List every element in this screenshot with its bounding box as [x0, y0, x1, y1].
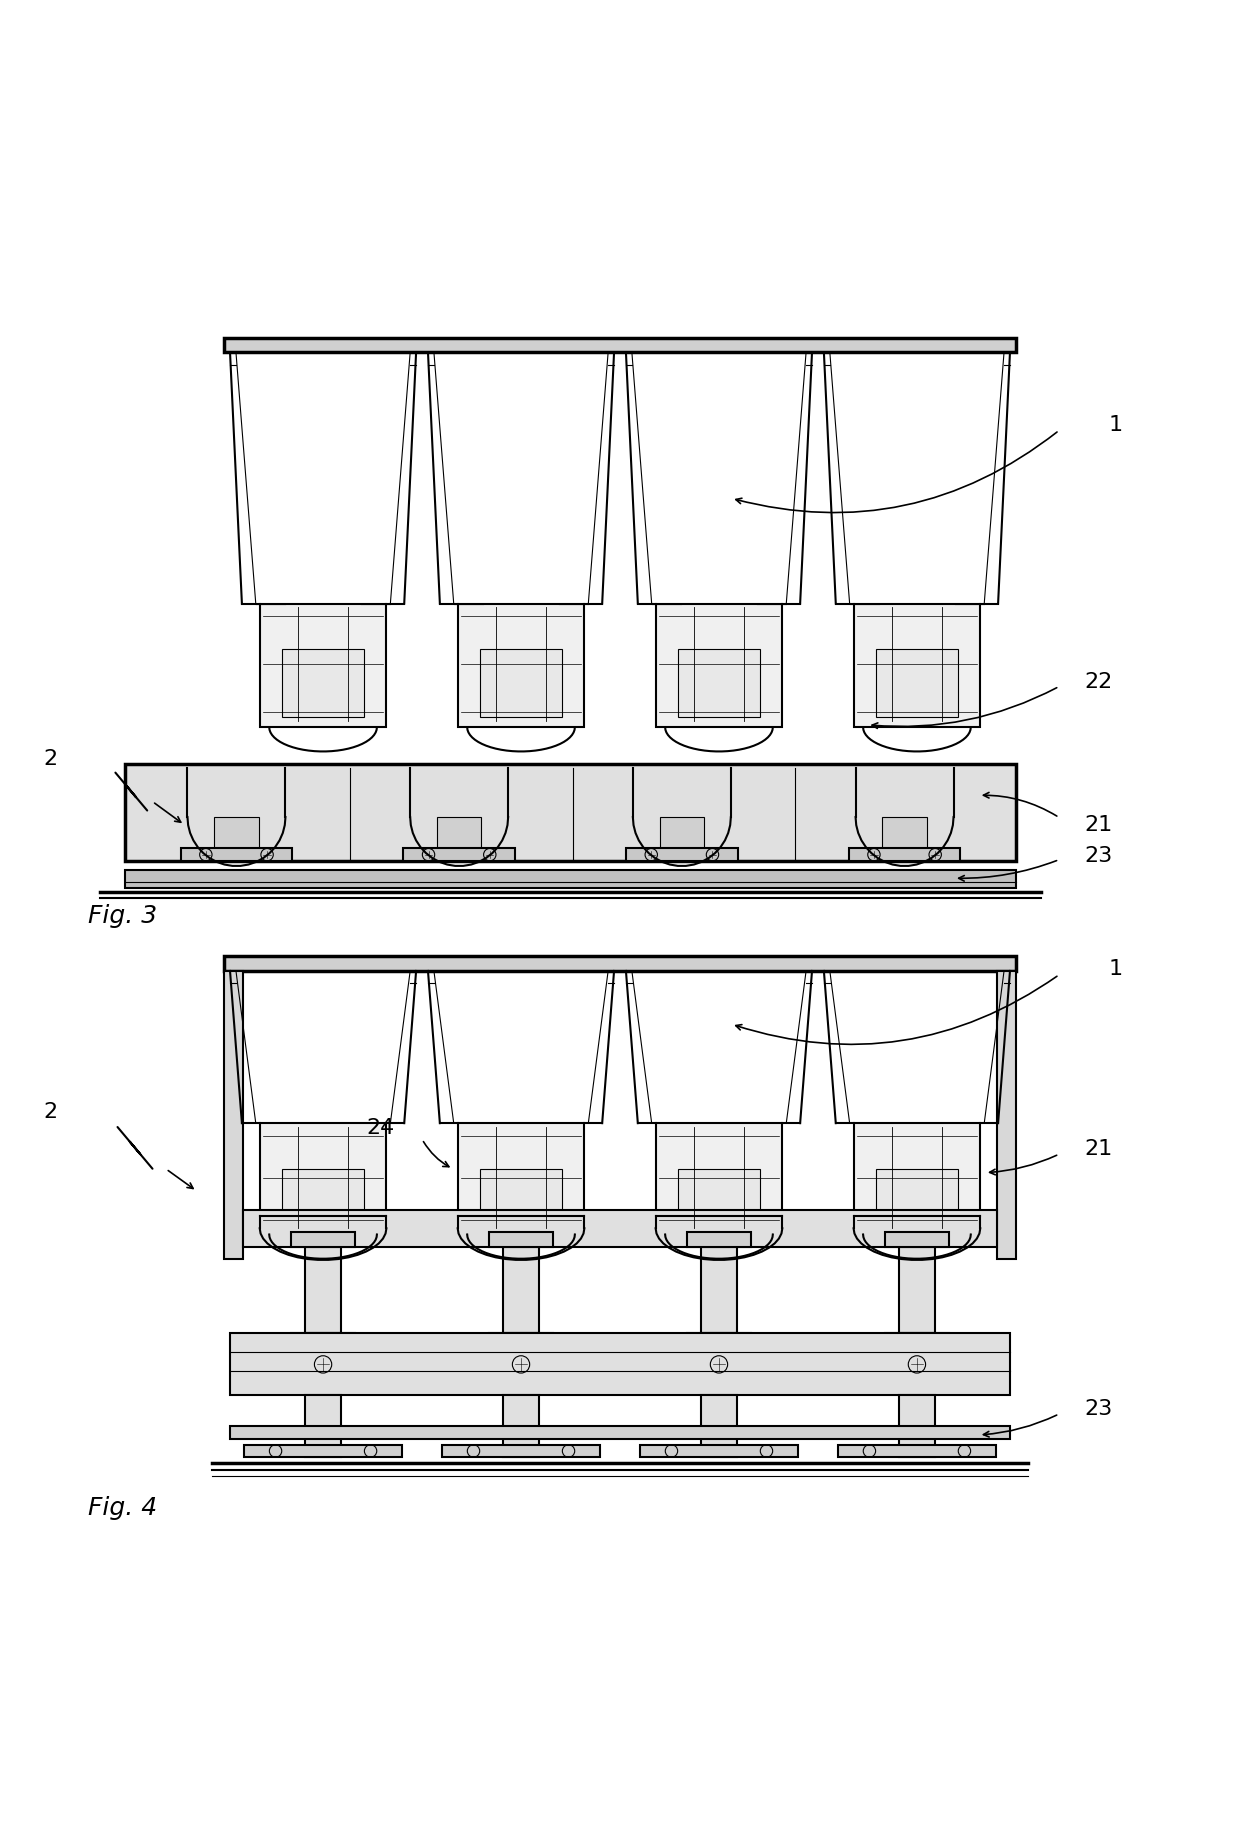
- Bar: [224, 971, 243, 1260]
- Bar: [125, 870, 1016, 888]
- Bar: [480, 1170, 562, 1225]
- Bar: [259, 605, 387, 728]
- Bar: [687, 1333, 751, 1348]
- Text: 1: 1: [1109, 416, 1123, 434]
- Bar: [224, 338, 1016, 353]
- Bar: [244, 1445, 402, 1456]
- Bar: [305, 1396, 341, 1456]
- Bar: [231, 1427, 1009, 1438]
- Text: 1: 1: [1109, 958, 1123, 978]
- Bar: [997, 971, 1016, 1260]
- Text: 2: 2: [43, 748, 58, 769]
- Bar: [838, 1445, 996, 1456]
- Bar: [480, 649, 562, 717]
- Bar: [656, 605, 782, 728]
- Bar: [243, 1210, 997, 1247]
- Text: 23: 23: [1084, 1398, 1112, 1418]
- Text: 21: 21: [1084, 1138, 1112, 1159]
- Bar: [885, 1333, 949, 1348]
- Bar: [224, 956, 1016, 971]
- Text: Fig. 3: Fig. 3: [88, 903, 157, 929]
- Bar: [458, 605, 584, 728]
- Bar: [687, 1232, 751, 1247]
- Bar: [678, 1170, 760, 1225]
- Bar: [678, 649, 760, 717]
- Bar: [291, 1333, 355, 1348]
- Bar: [259, 1124, 387, 1234]
- Bar: [899, 1396, 935, 1456]
- Bar: [215, 818, 259, 861]
- Text: Fig. 4: Fig. 4: [88, 1495, 157, 1519]
- Bar: [701, 1247, 737, 1333]
- Bar: [436, 818, 481, 861]
- Text: 21: 21: [1084, 815, 1112, 835]
- Bar: [656, 1124, 782, 1234]
- Bar: [701, 1396, 737, 1456]
- Text: 22: 22: [1084, 671, 1112, 691]
- Bar: [503, 1247, 539, 1333]
- Bar: [489, 1232, 553, 1247]
- Bar: [125, 765, 1016, 861]
- Text: 23: 23: [1084, 846, 1112, 864]
- Bar: [883, 818, 926, 861]
- Bar: [489, 1333, 553, 1348]
- Bar: [640, 1445, 799, 1456]
- Bar: [849, 850, 960, 861]
- Bar: [503, 1396, 539, 1456]
- Bar: [291, 1232, 355, 1247]
- Bar: [281, 649, 365, 717]
- Bar: [626, 850, 738, 861]
- Bar: [458, 1124, 584, 1234]
- Bar: [853, 1124, 981, 1234]
- Bar: [660, 818, 704, 861]
- Bar: [305, 1247, 341, 1333]
- Bar: [899, 1247, 935, 1333]
- Bar: [403, 850, 515, 861]
- Bar: [885, 1232, 949, 1247]
- Text: 24: 24: [366, 1118, 394, 1137]
- Bar: [181, 850, 293, 861]
- Bar: [853, 605, 981, 728]
- Bar: [441, 1445, 600, 1456]
- Bar: [281, 1170, 365, 1225]
- Bar: [231, 1333, 1009, 1396]
- Bar: [875, 649, 959, 717]
- Text: 2: 2: [43, 1102, 58, 1122]
- Bar: [875, 1170, 959, 1225]
